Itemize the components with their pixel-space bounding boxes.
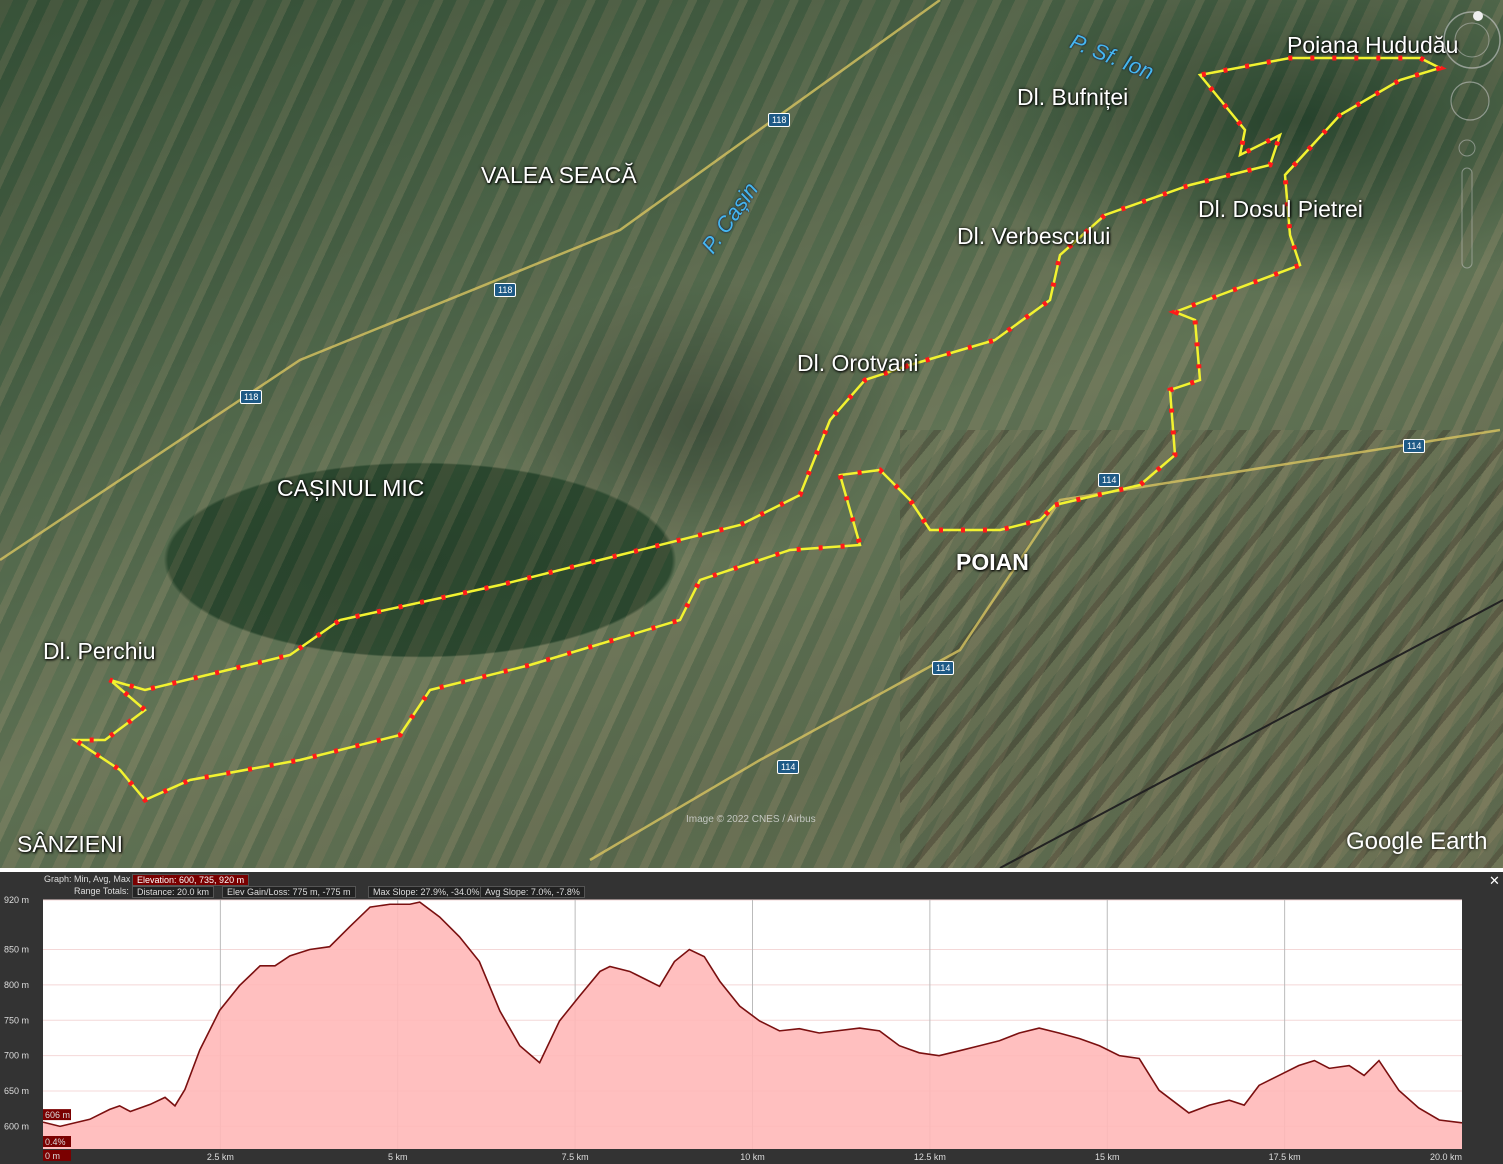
terrain-texture [0, 0, 1503, 868]
distance-stat: Distance: 20.0 km [132, 886, 215, 898]
road-number: 114 [1403, 439, 1426, 453]
range-totals-label: Range Totals: [74, 886, 129, 896]
place-label: Poiana Hududău [1287, 32, 1459, 58]
x-tick-label: 7.5 km [562, 1152, 589, 1162]
place-label: Dl. Bufniței [1017, 84, 1129, 110]
cursor-distance-label-bg [43, 1150, 71, 1161]
y-tick-label: 700 m [4, 1051, 29, 1061]
navigation-controls[interactable] [1440, 8, 1503, 288]
place-label: VALEA SEACĂ [481, 162, 637, 188]
place-label: Dl. Dosul Pietrei [1198, 196, 1363, 222]
graph-label: Graph: Min, Avg, Max [44, 874, 131, 884]
avg-slope-stat: Avg Slope: 7.0%, -7.8% [480, 886, 585, 898]
look-compass-icon [1443, 11, 1501, 69]
elevation-stats: Elevation: 600, 735, 920 m [132, 874, 250, 886]
imagery-credit: Image © 2022 CNES / Airbus [686, 814, 816, 825]
cursor-elevation-label-bg [43, 1109, 71, 1121]
map-overlay [0, 0, 1503, 868]
cursor-slope-label: 0.4% [45, 1137, 66, 1147]
y-tick-label: 920 m [4, 895, 29, 905]
place-label: POIAN [956, 549, 1029, 575]
x-tick-label: 20.0 km [1430, 1152, 1462, 1162]
road-number: 114 [1098, 473, 1121, 487]
road-number: 118 [768, 113, 791, 127]
place-label: CAȘINUL MIC [277, 475, 425, 501]
x-tick-label: 12.5 km [914, 1152, 946, 1162]
google-earth-logo: Google Earth [1346, 828, 1488, 855]
y-tick-label: 650 m [4, 1086, 29, 1096]
elev-gain-loss-stat: Elev Gain/Loss: 775 m, -775 m [222, 886, 356, 898]
x-tick-label: 2.5 km [207, 1152, 234, 1162]
x-tick-label: 10 km [740, 1152, 765, 1162]
road-number: 114 [932, 661, 955, 675]
route-line [70, 56, 1444, 802]
elevation-line [42, 901, 1463, 1128]
x-tick-label: 17.5 km [1269, 1152, 1301, 1162]
road-number: 118 [494, 283, 517, 297]
place-label: Dl. Verbescului [957, 223, 1111, 249]
road-114 [589, 428, 1501, 862]
elevation-chart[interactable]: 600 m 650 m 700 m 750 m 800 m 850 m 920 m 2.5 k… [0, 872, 1503, 1164]
place-label: Dl. Perchiu [43, 638, 156, 664]
elevation-area [43, 902, 1462, 1149]
y-tick-label: 800 m [4, 980, 29, 990]
x-tick-label: 15 km [1095, 1152, 1120, 1162]
move-joystick-icon [1450, 81, 1490, 121]
railway [999, 599, 1503, 868]
y-tick-label: 600 m [4, 1121, 29, 1131]
cursor-elevation-label: 606 m [45, 1110, 70, 1120]
place-label: SÂNZIENI [17, 831, 124, 857]
cursor-slope-label-bg [43, 1136, 71, 1147]
route-points [66, 55, 1447, 804]
place-label: Dl. Orotvani [797, 350, 919, 376]
x-tick-label: 5 km [388, 1152, 408, 1162]
north-icon [1473, 11, 1483, 21]
y-tick-label: 850 m [4, 945, 29, 955]
road-number: 118 [240, 390, 263, 404]
zoom-slider [1461, 167, 1473, 269]
y-tick-label: 750 m [4, 1015, 29, 1025]
field-texture [900, 430, 1503, 868]
close-icon[interactable]: ✕ [1489, 874, 1500, 889]
map-view[interactable]: Poiana Hududău Dl. Bufniței VALEA SEACĂ … [0, 0, 1503, 868]
cursor-distance-label: 0 m [45, 1151, 60, 1161]
road-number: 114 [777, 760, 800, 774]
road-118 [0, 0, 941, 562]
